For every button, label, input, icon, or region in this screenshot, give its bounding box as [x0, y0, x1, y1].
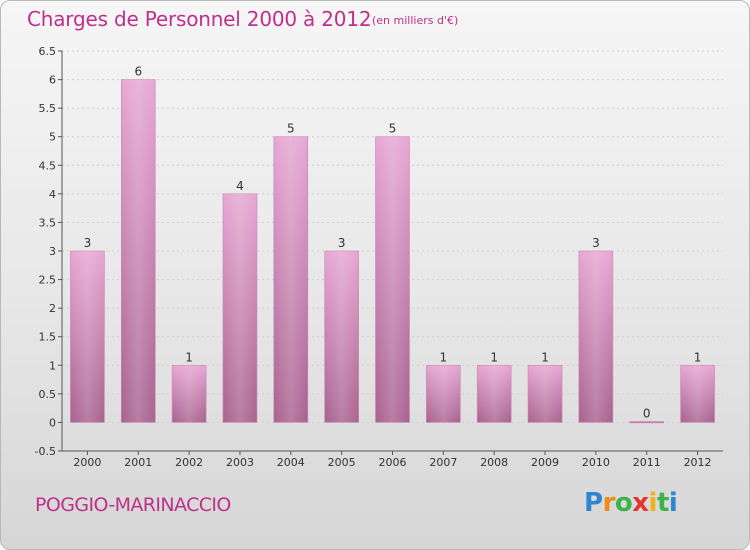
- data-label: 3: [592, 236, 600, 250]
- bars: [70, 79, 715, 424]
- y-tick-label: 3: [49, 245, 56, 258]
- data-label: 6: [134, 65, 142, 79]
- bar-highlight: [528, 365, 563, 423]
- bar-highlight: [273, 136, 308, 423]
- labels: -0.5 0 0.5 1 1.5 2 2.5 3 3.5 4 4.5 5 5.5 6 6.5 3 2000 6 20…: [35, 45, 712, 469]
- x-tick-label: 2000: [73, 456, 101, 469]
- y-tick-label: 2: [49, 302, 56, 315]
- x-tick-label: 2002: [175, 456, 203, 469]
- data-label: 1: [490, 350, 498, 364]
- axes: [58, 50, 723, 455]
- y-tick-label: -0.5: [35, 445, 56, 458]
- y-tick-label: 4: [49, 188, 56, 201]
- bar-highlight: [375, 136, 410, 423]
- data-label: 1: [694, 350, 702, 364]
- y-tick-label: 3.5: [39, 216, 57, 229]
- bar-highlight: [172, 365, 207, 423]
- data-label: 3: [338, 236, 346, 250]
- y-tick-label: 0.5: [39, 388, 57, 401]
- data-label: 5: [287, 122, 295, 136]
- x-tick-label: 2011: [633, 456, 661, 469]
- x-tick-label: 2008: [480, 456, 508, 469]
- y-tick-label: 0: [49, 416, 56, 429]
- bar: [629, 421, 665, 424]
- bar-highlight: [477, 365, 512, 423]
- y-tick-label: 2.5: [39, 274, 57, 287]
- bar-highlight: [70, 251, 105, 423]
- data-label: 3: [84, 236, 92, 250]
- y-tick-label: 5: [49, 131, 56, 144]
- bar-highlight: [324, 251, 359, 423]
- x-tick-label: 2001: [124, 456, 152, 469]
- bar-highlight: [426, 365, 461, 423]
- x-tick-label: 2009: [531, 456, 559, 469]
- data-label: 1: [541, 350, 549, 364]
- y-tick-label: 1: [49, 359, 56, 372]
- y-tick-label: 5.5: [39, 102, 57, 115]
- location-label: POGGIO-MARINACCIO: [35, 494, 231, 516]
- proxiti-logo[interactable]: Proxiti: [584, 488, 678, 518]
- data-label: 5: [389, 122, 397, 136]
- data-label: 1: [185, 350, 193, 364]
- x-tick-label: 2005: [328, 456, 356, 469]
- bar-highlight: [222, 193, 257, 423]
- x-tick-label: 2006: [379, 456, 407, 469]
- x-tick-label: 2004: [277, 456, 305, 469]
- bar-highlight: [680, 365, 715, 423]
- bar-highlight: [121, 79, 156, 423]
- x-tick-label: 2012: [684, 456, 712, 469]
- chart-subtitle: (en milliers d'€): [372, 14, 459, 27]
- x-tick-label: 2007: [429, 456, 457, 469]
- chart-title: Charges de Personnel 2000 à 2012: [27, 7, 372, 31]
- y-tick-label: 6.5: [39, 45, 57, 58]
- data-label: 4: [236, 179, 244, 193]
- y-tick-label: 1.5: [39, 331, 57, 344]
- data-label: 0: [643, 406, 651, 420]
- data-label: 1: [440, 350, 448, 364]
- y-tick-label: 6: [49, 74, 56, 87]
- x-tick-label: 2003: [226, 456, 254, 469]
- y-tick-label: 4.5: [39, 159, 57, 172]
- bar-highlight: [578, 251, 613, 423]
- x-tick-label: 2010: [582, 456, 610, 469]
